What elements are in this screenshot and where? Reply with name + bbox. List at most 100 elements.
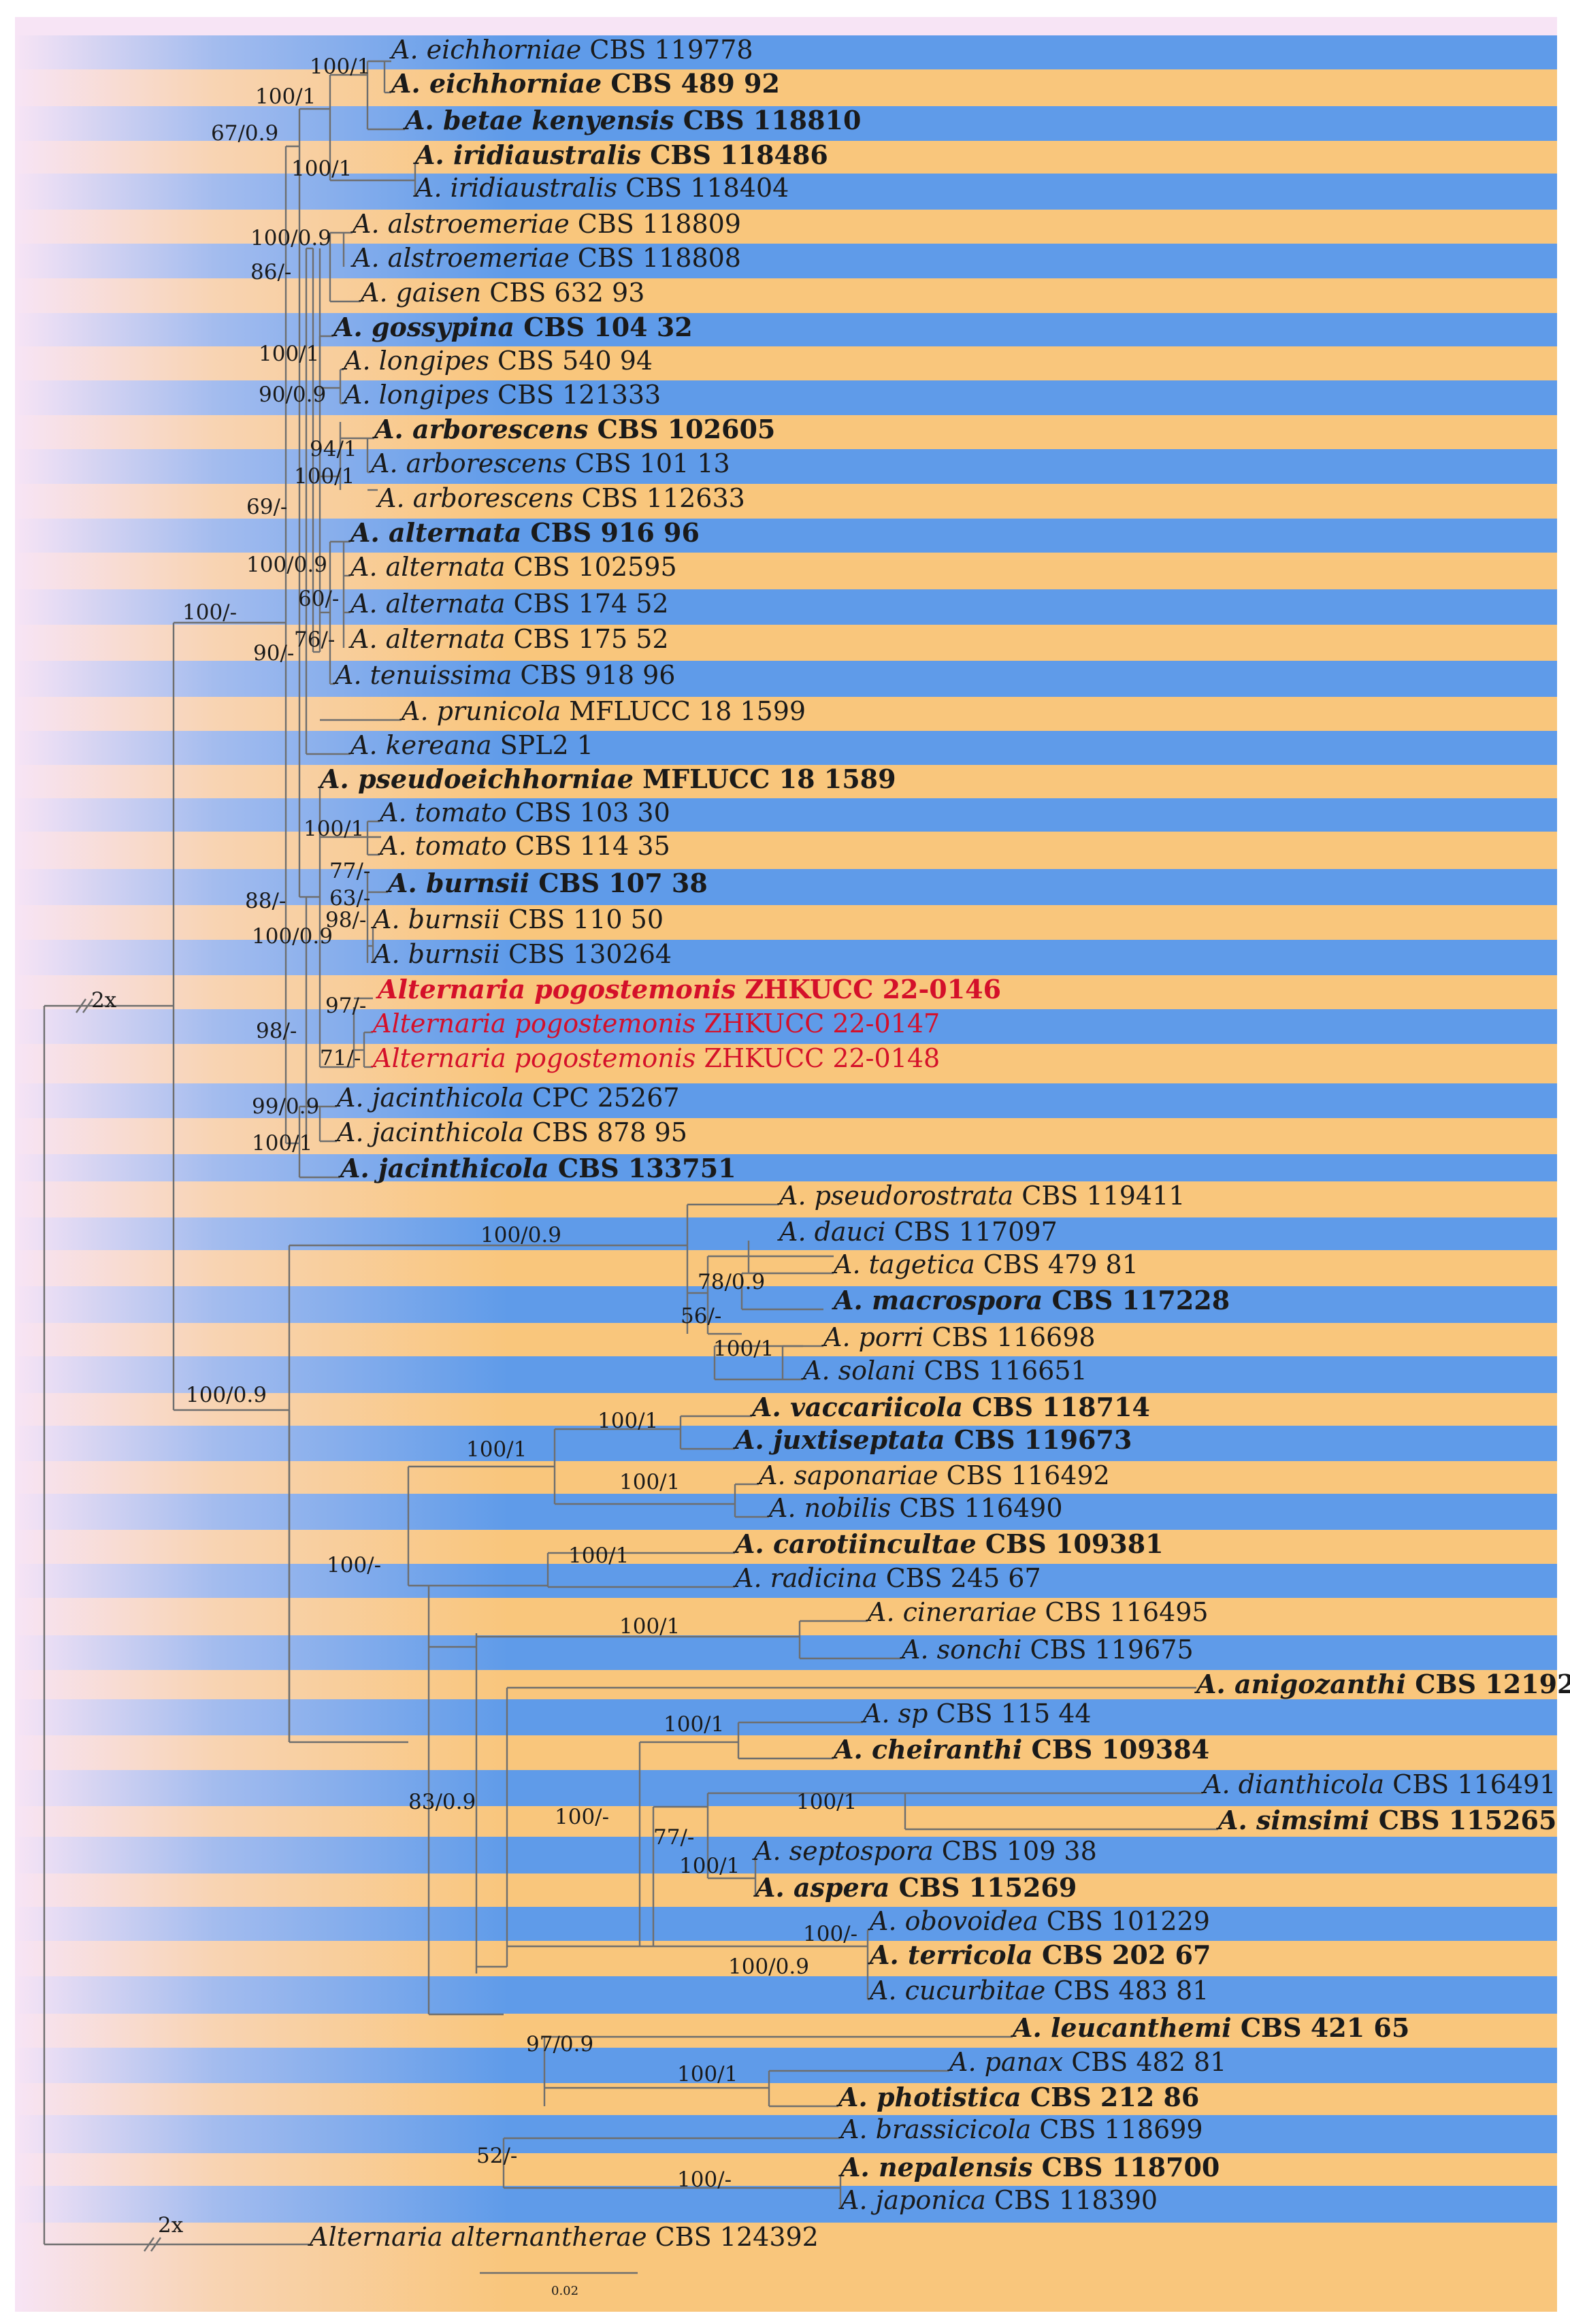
support-value: 90/0.9: [259, 382, 326, 407]
support-value: 56/-: [681, 1304, 721, 1328]
taxon-strain: CBS 119411: [1021, 1181, 1185, 1211]
taxon-strain: CBS 116490: [899, 1493, 1062, 1523]
taxon-label: A. betae kenyensis CBS 118810: [403, 105, 861, 135]
taxon-label: A. saponariae CBS 116492: [757, 1460, 1110, 1490]
taxon-genus: A.: [335, 1083, 372, 1113]
taxon-epithet: cheiranthi: [872, 1734, 1032, 1765]
taxon-epithet: sp: [898, 1699, 936, 1729]
taxon-epithet: saponariae: [794, 1460, 947, 1490]
support-value: 100/1: [619, 1470, 680, 1494]
taxon-epithet: arborescens: [413, 483, 582, 513]
taxon-label: A. porri CBS 116698: [821, 1322, 1096, 1352]
taxon-genus: A.: [371, 904, 408, 934]
taxon-genus: A.: [413, 173, 451, 203]
support-value: 100/-: [555, 1805, 609, 1829]
taxon-strain: CBS 115265: [1379, 1805, 1557, 1835]
support-value: 90/-: [253, 641, 294, 666]
taxon-strain: CBS 202 67: [1042, 1940, 1211, 1970]
taxon-genus: A.: [836, 2082, 877, 2112]
support-value: 77/-: [653, 1825, 694, 1850]
taxon-genus: Alternaria: [371, 1009, 514, 1038]
support-value: 100/1: [598, 1409, 658, 1433]
taxon-genus: A.: [753, 1872, 794, 1903]
taxon-genus: A.: [335, 1117, 372, 1147]
taxon-label: A. cucurbitae CBS 483 81: [868, 1976, 1209, 2006]
taxon-genus: A.: [733, 1528, 773, 1559]
taxon-strain: CBS 116698: [932, 1322, 1095, 1352]
taxon-genus: A.: [1011, 2012, 1051, 2043]
taxon-epithet: longipes: [379, 346, 497, 376]
support-value: 52/-: [476, 2144, 517, 2168]
taxon-epithet: tomato: [415, 831, 515, 861]
taxon-epithet: solani: [838, 1356, 924, 1386]
taxon-strain: CBS 116492: [947, 1460, 1110, 1490]
support-value: 100/1: [796, 1790, 857, 1814]
taxon-label: A. brassicicola CBS 118699: [838, 2114, 1203, 2144]
taxon-label: A. pseudoeichhorniae MFLUCC 18 1589: [318, 764, 896, 794]
taxon-genus: A.: [757, 1460, 794, 1490]
taxon-epithet: aspera: [794, 1872, 899, 1903]
support-value: 100/1: [466, 1437, 527, 1462]
taxon-label: A. vaccariicola CBS 118714: [750, 1392, 1150, 1422]
taxon-genus: A.: [369, 448, 406, 478]
taxon-label: A. terricola CBS 202 67: [868, 1940, 1211, 1970]
taxon-genus: A.: [900, 1635, 937, 1665]
taxon-strain: ZHKUCC 22-0148: [704, 1043, 941, 1073]
break-mark: [76, 998, 86, 1013]
taxon-strain: MFLUCC 18 1589: [642, 764, 896, 794]
taxon-label: A. arborescens CBS 102605: [372, 414, 775, 444]
taxon-epithet: burnsii: [408, 939, 508, 969]
support-value: 86/-: [250, 260, 291, 284]
background-fade: [15, 17, 1557, 2312]
taxon-label: A. anigozanthi CBS 121920: [1194, 1669, 1570, 1699]
taxon-strain: CBS 245 67: [886, 1563, 1041, 1593]
support-value: 100/-: [803, 1922, 857, 1946]
support-value: 100/-: [327, 1553, 381, 1577]
taxon-genus: A.: [333, 660, 370, 690]
tree-extras: 0.02 2x 2x: [91, 988, 638, 2298]
taxon-strain: CBS 118486: [650, 140, 828, 170]
taxon-epithet: alternantherae: [451, 2222, 655, 2252]
taxon-genus: A.: [801, 1356, 838, 1386]
taxon-strain: CBS 103 30: [515, 798, 670, 828]
taxon-epithet: jacinthicola: [374, 1153, 558, 1183]
taxon-strain: CBS 121920: [1415, 1669, 1570, 1699]
taxon-strain: CBS 116495: [1045, 1597, 1208, 1627]
scale-bar-label: 0.02: [551, 2284, 578, 2298]
support-value: 100/1: [310, 54, 370, 79]
taxon-genus: A.: [348, 552, 386, 582]
taxon-genus: A.: [372, 414, 412, 444]
taxon-genus: A.: [861, 1699, 898, 1729]
taxon-strain: CBS 878 95: [532, 1117, 687, 1147]
tree-branches: [43, 60, 1218, 2252]
taxon-epithet: radicina: [770, 1563, 886, 1593]
taxon-epithet: vaccariicola: [790, 1392, 972, 1422]
taxon-epithet: photistica: [877, 2082, 1030, 2112]
taxon-genus: A.: [866, 1597, 903, 1627]
support-value: 100/0.9: [252, 924, 333, 949]
support-value: 100/0.9: [480, 1223, 561, 1247]
taxon-epithet: pogostemonis: [514, 1043, 704, 1073]
taxon-label: A. alstroemeriae CBS 118809: [350, 209, 741, 239]
taxon-label: A. jacinthicola CPC 25267: [335, 1083, 680, 1113]
taxon-label: A. gaisen CBS 632 93: [359, 278, 644, 308]
taxon-genus: A.: [376, 483, 413, 513]
taxon-genus: A.: [838, 2152, 879, 2182]
taxon-epithet: leucanthemi: [1051, 2012, 1241, 2043]
support-value: 100/1: [677, 2062, 738, 2086]
taxon-strain: CBS 118808: [578, 243, 741, 273]
taxon-strain: CBS 124392: [655, 2222, 819, 2252]
taxon-strain: CBS 107 38: [538, 868, 707, 898]
support-value: 100/0.9: [246, 553, 327, 577]
taxon-label: A. gossypina CBS 104 32: [331, 312, 693, 342]
taxon-epithet: prunicola: [437, 696, 570, 726]
taxon-strain: CBS 119778: [589, 35, 753, 65]
taxon-epithet: kereana: [386, 730, 500, 760]
taxon-label: A. septospora CBS 109 38: [752, 1836, 1097, 1866]
support-value: 78/0.9: [698, 1270, 765, 1294]
taxon-label: A. solani CBS 116651: [801, 1356, 1087, 1386]
taxon-epithet: tomato: [415, 798, 515, 828]
taxon-epithet: brassicicola: [876, 2114, 1040, 2144]
taxon-strain: CBS 118699: [1039, 2114, 1203, 2144]
